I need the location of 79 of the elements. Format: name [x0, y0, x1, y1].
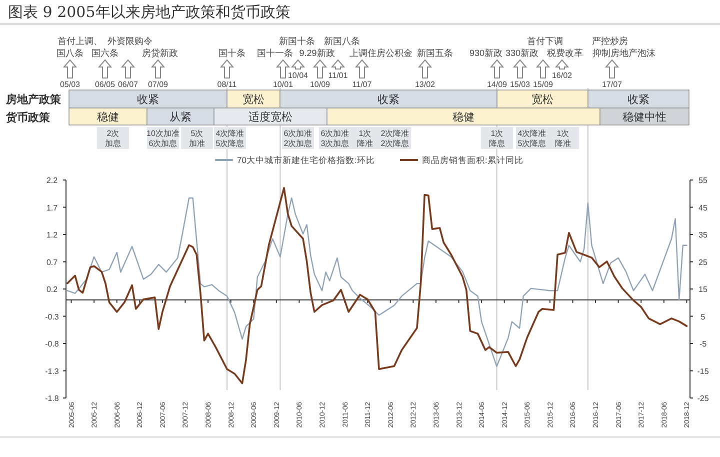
text: 首付上调、 [58, 36, 102, 46]
chart-title: 图表 9 2005年以来房地产政策和货币政策 [8, 3, 290, 21]
policy-period: 宽松 [226, 90, 280, 108]
rate-note: 5次加准 [181, 127, 213, 149]
text: 07/09 [148, 80, 169, 89]
text: 08/11 [217, 80, 238, 89]
text: 17/07 [602, 80, 623, 89]
legend-item: 70大中城市新建住宅价格指数:环比 [215, 155, 375, 165]
y2-tick-label: 15 [698, 285, 708, 294]
text: 9.29新政 [299, 48, 335, 58]
rate-note: 2次降准 2次降息 [379, 127, 411, 149]
rate-note: 2次加息 [97, 127, 129, 149]
y2-tick-label: -5 [699, 340, 708, 348]
y2-tick-label: 25 [698, 258, 708, 267]
y-tick-label: -0.8 [45, 340, 60, 348]
text: 15/03 [510, 80, 531, 89]
text: 房地产政策 [5, 93, 62, 106]
rate-note: 1次降息 [481, 127, 513, 149]
text: 10/04 [288, 71, 309, 80]
rate-note: 1次降准 [349, 127, 381, 149]
text: 14/09 [486, 80, 508, 89]
text: 严控炒房 [592, 36, 628, 46]
y-tick-label: 1.2 [46, 230, 58, 240]
text: 11/07 [352, 80, 372, 89]
policy-period: 收紧 [280, 90, 498, 108]
rate-note: 1次降准 [547, 127, 579, 149]
y2-tick-label: 45 [698, 203, 708, 212]
policy-period: 稳健 [68, 108, 148, 126]
text: 930新政 [469, 48, 503, 58]
policy-period: 稳健 [326, 108, 600, 126]
rate-note: 6次加准 3次加息 [319, 127, 351, 149]
text: 13/02 [414, 80, 436, 89]
policy-period: 稳健中性 [600, 108, 690, 126]
policy-period: 从紧 [146, 108, 214, 126]
text: 房贷新政 [142, 48, 178, 58]
text: 330新政 [505, 48, 539, 58]
text: 新国十条 [279, 36, 315, 46]
text: 国十条 [218, 48, 246, 58]
text: 新国八条 [324, 36, 360, 46]
y-tick-label: 0.7 [46, 258, 58, 267]
y-tick-label: -1.8 [45, 394, 60, 403]
y-tick-label: 1.7 [46, 203, 58, 212]
policy-period: 宽松 [496, 90, 588, 108]
y2-tick-label: 5 [700, 312, 706, 322]
y2-tick-label: 55 [698, 176, 708, 185]
text: 新国五条 [417, 48, 453, 58]
policy-period: 收紧 [68, 90, 228, 108]
text: 16/02 [552, 71, 573, 80]
rate-note: 10次加准 6次加息 [146, 127, 180, 149]
y-tick-label: -0.3 [45, 312, 60, 322]
rate-note: 4次降准 5次降息 [214, 127, 246, 149]
rate-note: 6次加准 2次加息 [282, 127, 314, 149]
text: 抑制房地产泡沫 [592, 48, 656, 58]
text: 上调住房公积金 [350, 48, 412, 58]
y2-tick-label: -25 [697, 394, 710, 403]
text: 06/05 [94, 80, 116, 89]
y-tick-label: 0.2 [46, 285, 58, 294]
rate-note: 4次降准 5次降息 [516, 127, 548, 149]
text: 首付下调 [527, 36, 563, 46]
text: 国十一条 [257, 48, 293, 58]
text: 国八条 [56, 48, 84, 58]
text: 国六条 [92, 48, 118, 58]
y-tick-label: -1.3 [45, 366, 60, 376]
y-tick-label: 2.2 [46, 176, 58, 185]
y2-tick-label: -15 [697, 366, 710, 376]
text: 外资限购令 [108, 36, 152, 46]
text: 10/09 [310, 80, 331, 89]
text: 10/01 [272, 80, 294, 89]
policy-period: 收紧 [588, 90, 690, 108]
legend-label: 商品房销售面积:累计同比 [422, 155, 524, 165]
policy-period: 适度宽松 [214, 108, 328, 126]
text: 货币政策 [5, 111, 51, 124]
text: 05/03 [60, 80, 81, 89]
y2-tick-label: 35 [698, 230, 708, 240]
text: 15/09 [532, 80, 554, 89]
text: 06/07 [118, 80, 139, 89]
legend-item: 商品房销售面积:累计同比 [400, 155, 524, 165]
text: 税费改革 [547, 48, 583, 58]
text: 11/01 [328, 71, 348, 80]
